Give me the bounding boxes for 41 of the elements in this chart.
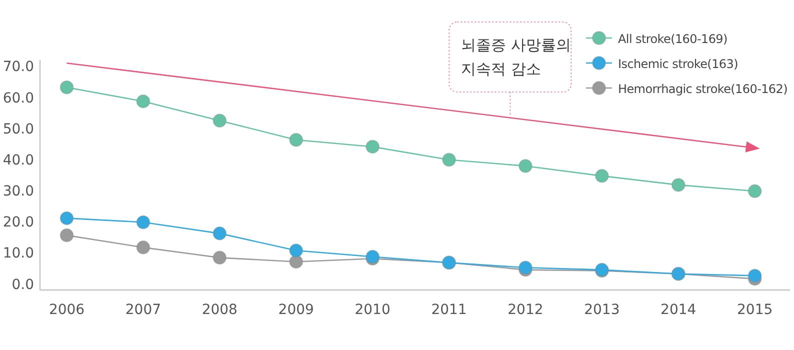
y-tick-label: 0.0 [12, 276, 34, 293]
y-tick-label: 10.0 [2, 246, 34, 262]
point [289, 244, 304, 258]
point [60, 228, 74, 242]
point [289, 132, 304, 147]
point [212, 226, 227, 240]
x-tick-label: 2007 [125, 302, 162, 318]
x-tick-label: 2010 [354, 302, 390, 318]
x-tick-label: 2009 [278, 302, 314, 318]
y-tick-label: 20.0 [2, 214, 34, 231]
point [748, 268, 762, 283]
annotation: 뇌졸증 사망률의 지속적 감소 [448, 22, 572, 117]
legend-label: Ischemic stroke(163) [618, 57, 738, 71]
point [594, 168, 609, 183]
point [212, 250, 227, 265]
y-tick-label: 50.0 [2, 121, 34, 138]
x-tick-label: 2006 [48, 302, 85, 318]
point [671, 178, 686, 192]
y-tick-label: 60.0 [2, 90, 34, 106]
legend-label: Hemorrhagic stroke(160-162) [618, 82, 788, 96]
x-tick-label: 2008 [202, 302, 238, 318]
x-tick-label: 2011 [431, 302, 467, 318]
x-tick-label: 2015 [737, 302, 773, 318]
point [60, 80, 74, 94]
y-tick-label: 40.0 [2, 152, 34, 168]
point [518, 158, 532, 173]
y-tick-label: 70.0 [2, 59, 34, 76]
point [442, 152, 456, 167]
x-tick-label: 2013 [584, 302, 620, 318]
point [366, 140, 380, 154]
point [212, 114, 227, 128]
point [136, 94, 150, 108]
x-tick-label: 2012 [508, 302, 544, 318]
point [60, 211, 74, 226]
y-tick-label: 30.0 [2, 184, 34, 200]
x-tick-label: 2014 [660, 302, 696, 318]
point [748, 184, 762, 198]
point [136, 240, 150, 254]
point [136, 215, 150, 230]
annotation: 뇌졸증 사망률의 지속적 감소 [461, 36, 571, 78]
legend-label: All stroke(160-169) [618, 32, 728, 46]
